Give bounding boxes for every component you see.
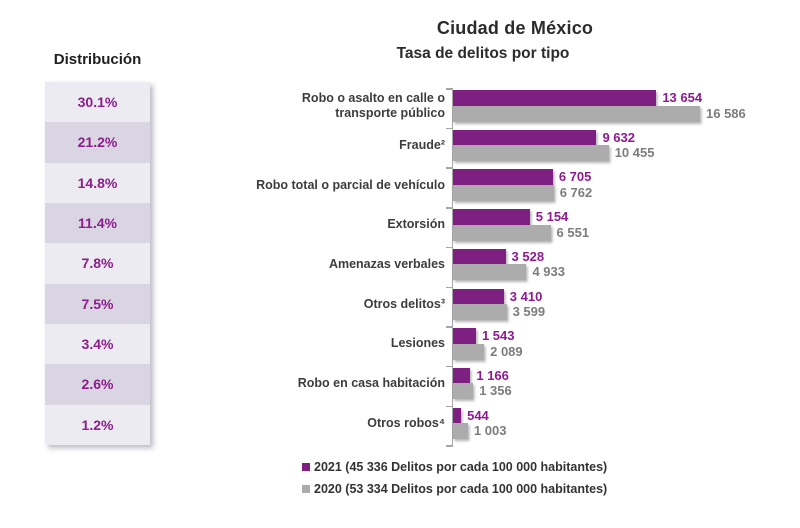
bar-2020: [453, 145, 609, 162]
value-label-2020: 16 586: [706, 105, 746, 121]
bar-2020: [453, 383, 474, 400]
value-label-2021: 1 543: [481, 328, 515, 344]
value-label-2021: 544: [467, 407, 489, 423]
y-axis-line: [451, 88, 453, 446]
axis-tick: [445, 88, 453, 90]
axis-tick: [445, 207, 453, 209]
bar-2021: [453, 288, 504, 304]
legend-swatch: [302, 463, 310, 471]
bar-2021: [453, 367, 471, 384]
bar-2020: [453, 105, 700, 122]
distribution-value: 2.6%: [45, 364, 150, 405]
distribution-value: 30.1%: [45, 82, 150, 123]
distribution-value: 7.8%: [45, 243, 150, 284]
chart-title: Ciudad de México: [436, 18, 594, 38]
axis-tick: [445, 445, 453, 447]
value-label-2020: 3 599: [512, 304, 546, 319]
distribution-value: 3.4%: [45, 323, 150, 365]
value-label-2020: 1 003: [473, 423, 507, 439]
distribution-value: 14.8%: [45, 162, 150, 203]
value-label-2020: 4 933: [532, 264, 565, 280]
value-label-2021: 13 654: [662, 90, 703, 105]
bar-2021: [453, 90, 657, 106]
distribution-value: 11.4%: [45, 202, 150, 244]
axis-tick: [445, 326, 453, 328]
category-label: Fraude²: [399, 137, 445, 152]
category-label: Robo en casa habitación: [297, 376, 445, 391]
legend-label: 2021 (45 336 Delitos por cada 100 000 ha…: [314, 460, 608, 474]
bar-2020: [453, 343, 485, 360]
category-label: Otros delitos³: [363, 296, 445, 311]
value-label-2020: 1 356: [479, 383, 512, 399]
value-label-2021: 3 528: [511, 248, 545, 264]
axis-tick: [445, 286, 453, 288]
category-label: Otros robos⁴: [367, 415, 445, 430]
value-label-2021: 3 410: [509, 288, 543, 304]
value-label-2021: 1 166: [476, 367, 509, 383]
distribution-header: Distribución: [53, 51, 142, 68]
legend-swatch: [302, 485, 310, 493]
category-label: Amenazas verbales: [328, 257, 445, 272]
bar-2021: [453, 328, 476, 344]
category-label: Lesiones: [390, 336, 445, 351]
value-label-2020: 6 762: [559, 184, 593, 200]
value-label-2021: 6 705: [558, 169, 592, 185]
distribution-table: 30.1% 21.2% 14.8% 11.4% 7.8% 7.5% 3.4% 2.6% 1.2%: [45, 82, 150, 445]
bar-2021: [453, 209, 530, 225]
bar-2021: [453, 407, 462, 424]
value-label-2021: 5 154: [535, 209, 569, 225]
bar-2020: [453, 304, 507, 320]
axis-tick: [445, 246, 453, 249]
bar-2020: [453, 224, 551, 241]
axis-tick: [445, 365, 453, 368]
value-label-2020: 10 455: [614, 145, 655, 161]
bar-2020: [453, 184, 554, 201]
bar-2021: [453, 169, 553, 185]
bar-2020: [453, 264, 527, 281]
legend-item: 2021 (45 336 Delitos por cada 100 000 ha…: [302, 459, 607, 476]
bar-2021: [453, 248, 506, 265]
axis-tick: [445, 167, 453, 169]
bar-2021: [453, 129, 597, 146]
chart-subtitle: Tasa de delitos por tipo: [396, 45, 570, 62]
category-label: Robo total o parcial de vehículo: [256, 177, 445, 192]
value-label-2020: 6 551: [556, 224, 590, 240]
legend-label: 2020 (53 334 Delitos por cada 100 000 ha…: [314, 482, 608, 496]
legend-item: 2020 (53 334 Delitos por cada 100 000 ha…: [302, 481, 607, 498]
bar-2020: [453, 423, 468, 440]
value-label-2021: 9 632: [602, 129, 635, 145]
axis-tick: [445, 405, 453, 408]
legend: 2021 (45 336 Delitos por cada 100 000 ha…: [302, 459, 607, 503]
distribution-value: 1.2%: [45, 404, 150, 445]
axis-tick: [445, 127, 453, 130]
distribution-value: 7.5%: [45, 283, 150, 324]
distribution-value: 21.2%: [45, 122, 150, 163]
category-label: Robo o asalto en calle o transporte públ…: [301, 91, 445, 120]
value-label-2020: 2 089: [490, 343, 523, 359]
category-label: Extorsión: [387, 217, 445, 232]
